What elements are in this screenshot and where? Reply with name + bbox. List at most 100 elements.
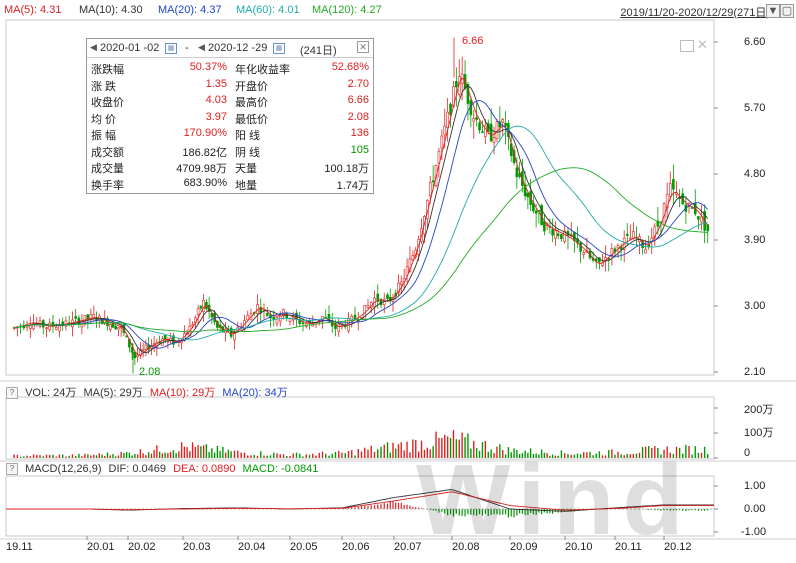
macd-lines <box>6 489 714 512</box>
prev-start-arrow[interactable]: ◀ <box>90 42 97 52</box>
stat-value: 186.82亿 <box>182 146 227 159</box>
ma5-label: MA(5): 4.31 <box>4 4 62 16</box>
volume-help-icon[interactable]: ? <box>6 387 18 400</box>
stat-label: 阳 线 <box>235 130 261 142</box>
candle-body <box>405 266 409 276</box>
stats-row: 均 价 3.97 最低价 2.08 <box>87 111 373 127</box>
interval-date-bar: ◀ 2020-01 -02 ▦ - ◀ 2020-12 -29 ▦ (241日)… <box>87 39 373 58</box>
price-axis-label: 3.90 <box>744 234 766 246</box>
stat-value: 170.90% <box>183 127 227 139</box>
candle-body <box>114 326 117 330</box>
stat-value: 1.74万 <box>336 179 369 192</box>
candle-body <box>386 294 389 300</box>
candle-body <box>397 282 400 294</box>
candle-body <box>196 308 200 315</box>
candle-body <box>501 119 505 123</box>
candle-body <box>233 332 236 341</box>
stat-label: 地量 <box>235 179 257 192</box>
candle-body <box>700 216 703 223</box>
stat-label: 换手率 <box>91 179 124 192</box>
start-date[interactable]: 2020-01 -02 <box>100 42 160 54</box>
candle-body <box>136 354 139 358</box>
end-date[interactable]: 2020-12 -29 <box>208 42 268 54</box>
candle-body <box>668 183 672 197</box>
x-axis-label: 20.03 <box>183 541 211 553</box>
macd-axis-label: 0.00 <box>744 503 766 515</box>
x-axis-label: 20.04 <box>238 541 266 553</box>
range-dropdown-button[interactable]: ▼ <box>766 4 780 18</box>
stat-value: 1.35 <box>205 77 227 90</box>
candle-body <box>484 125 487 137</box>
candle-body <box>582 252 586 255</box>
stat-label: 开盘价 <box>235 80 268 93</box>
candle-body <box>653 226 657 238</box>
stat-value: 2.08 <box>347 110 369 123</box>
close-plot-icon[interactable]: ✕ <box>697 37 708 52</box>
stat-value: 3.97 <box>205 110 227 123</box>
volume-panel-frame <box>5 396 715 460</box>
ma10-label: MA(10): 4.30 <box>79 4 143 16</box>
stat-value: 4.03 <box>205 94 227 106</box>
stats-row: 涨 跌 1.35 开盘价 2.70 <box>87 78 373 94</box>
stats-row: 成交额 186.82亿阴 线 105 <box>87 144 373 160</box>
close-icon[interactable]: ✕ <box>357 41 369 53</box>
candle-body <box>475 117 478 120</box>
candle-body <box>466 84 470 104</box>
candle-body <box>275 317 279 324</box>
candle-body <box>449 103 452 116</box>
macd-help-icon[interactable]: ? <box>6 463 18 476</box>
start-calendar-icon[interactable]: ▦ <box>165 43 177 54</box>
candle-body <box>32 323 35 330</box>
date-range-selector[interactable]: 2019/11/20-2020/12/29(271日) <box>620 7 770 19</box>
range-panel-button[interactable]: ▢ <box>780 4 794 18</box>
candle-body <box>108 324 112 330</box>
maximize-icon[interactable] <box>680 40 694 52</box>
vol-ma5: MA(5): 29万 <box>83 387 143 399</box>
candle-body <box>551 229 554 236</box>
candle-body <box>534 210 538 214</box>
candle-body <box>629 237 632 240</box>
candle-body <box>399 281 403 285</box>
candle-body <box>350 315 354 321</box>
candle-body <box>526 192 530 198</box>
ma120-line <box>14 167 708 333</box>
end-calendar-icon[interactable]: ▦ <box>273 43 285 54</box>
candle-body <box>515 167 519 178</box>
candle-body <box>431 180 435 183</box>
candle-body <box>376 293 380 302</box>
ma5-line <box>14 77 709 356</box>
x-axis-label: 20.01 <box>87 541 115 553</box>
candle-body <box>291 315 295 321</box>
candle-body <box>579 242 582 252</box>
stat-label: 均 价 <box>91 113 117 126</box>
candle-body <box>366 305 370 309</box>
volume-axis-label: 200万 <box>744 404 774 416</box>
candle-body <box>428 182 432 196</box>
macd-axis-label: -1.00 <box>741 526 767 538</box>
candle-body <box>246 315 250 321</box>
stats-row: 换手率 683.90% 地量 1.74万 <box>87 177 373 193</box>
stat-label: 收盘价 <box>91 97 124 109</box>
candle-body <box>594 258 598 262</box>
vol-ma10: MA(10): 29万 <box>149 387 216 399</box>
stats-row: 振 幅 170.90% 阳 线 136 <box>87 127 373 143</box>
candle-body <box>632 231 635 239</box>
candle-body <box>199 305 203 309</box>
prev-end-arrow[interactable]: ◀ <box>198 42 205 52</box>
stat-label: 涨 跌 <box>91 80 117 93</box>
candle-body <box>556 233 560 236</box>
x-axis-label: 20.11 <box>615 541 642 553</box>
candle-body <box>492 137 496 143</box>
stat-label: 最高价 <box>235 97 268 109</box>
candle-body <box>117 327 120 330</box>
candle-body <box>144 344 148 350</box>
stat-value: 6.66 <box>347 94 369 106</box>
stat-value: 50.37% <box>189 61 227 73</box>
stat-value: 4709.98万 <box>176 163 227 175</box>
candle-body <box>163 335 167 340</box>
x-axis-label: 19.11 <box>6 541 33 553</box>
volume-header: ? VOL: 24万 MA(5): 29万 MA(10): 29万 MA(20)… <box>6 384 288 400</box>
stat-value: 683.90% <box>183 176 227 189</box>
candle-body <box>58 325 61 332</box>
